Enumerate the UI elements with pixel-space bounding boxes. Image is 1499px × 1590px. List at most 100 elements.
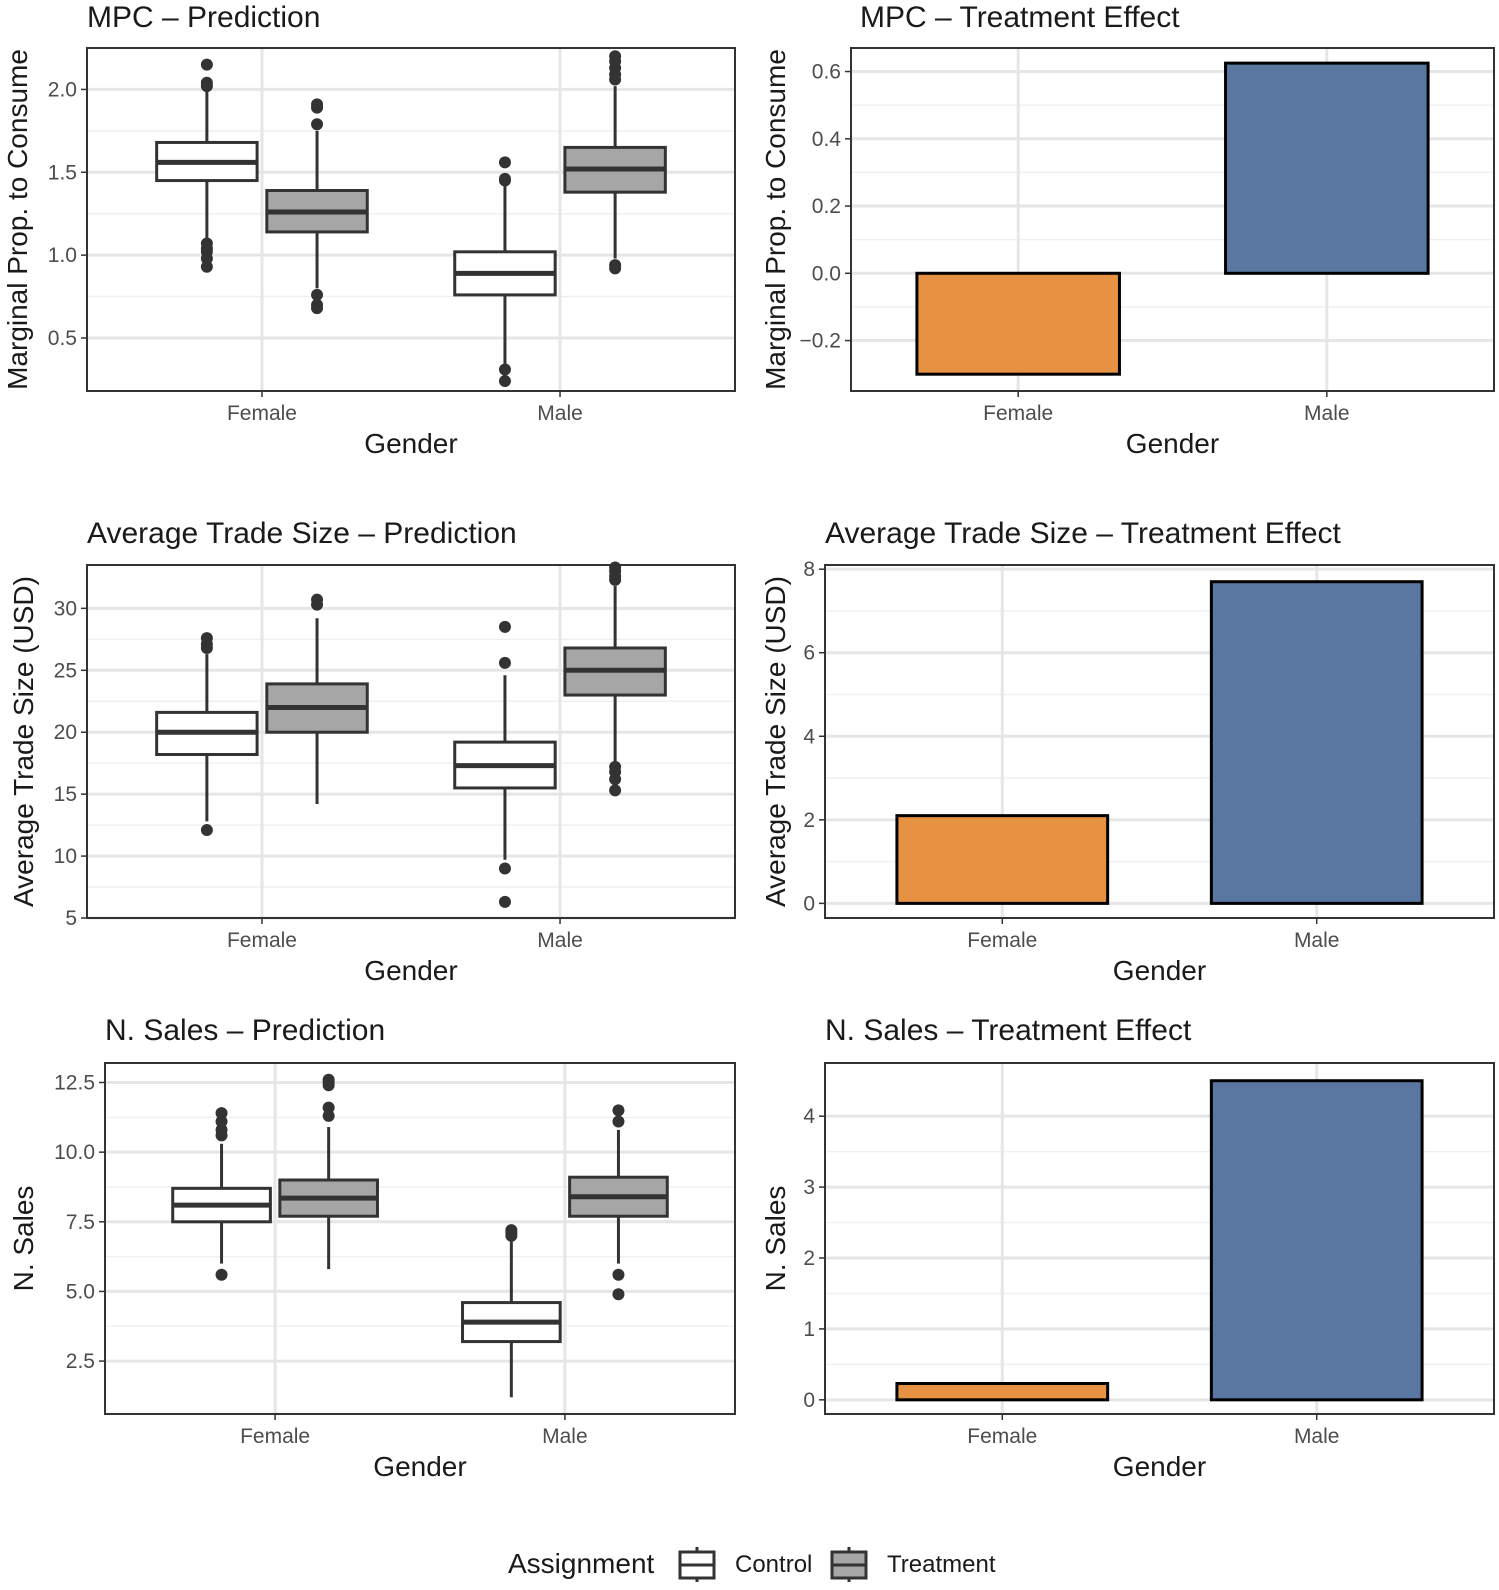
box-male-control — [453, 620, 557, 908]
y-tick-label: 30 — [54, 597, 77, 620]
box-female-control — [171, 1107, 272, 1281]
x-tick-label: Male — [542, 1425, 588, 1448]
x-axis-title: Gender — [1113, 1451, 1206, 1482]
outlier-point — [498, 174, 511, 187]
x-tick-label: Male — [1294, 1425, 1340, 1448]
legend-label-control: Control — [735, 1551, 812, 1578]
y-tick-label: 8 — [803, 558, 815, 581]
outlier-point — [612, 1104, 625, 1117]
outlier-point — [609, 73, 622, 86]
y-tick-label: 0 — [803, 892, 815, 915]
outlier-point — [498, 363, 511, 376]
y-tick-label: 0.4 — [812, 128, 842, 151]
y-tick-label: 12.5 — [54, 1072, 95, 1095]
y-axis-title: Marginal Prop. to Consume — [760, 49, 791, 390]
outlier-point — [200, 824, 213, 837]
chart-title: MPC – Treatment Effect — [860, 1, 1180, 34]
y-tick-label: 0.0 — [812, 262, 841, 285]
x-axis-title: Gender — [1126, 428, 1219, 459]
panel-border — [850, 47, 1495, 392]
panel-border — [86, 564, 736, 919]
panel-p4: 0 2 4 6 8 Female Male Average Trade Size – Trea… — [760, 517, 1495, 986]
outlier-point — [498, 862, 511, 875]
y-tick-label: 25 — [54, 659, 77, 682]
x-tick-label: Female — [967, 1425, 1037, 1448]
chart-title: Average Trade Size – Treatment Effect — [825, 517, 1342, 550]
outlier-point — [311, 101, 324, 114]
box-male-control — [461, 1224, 562, 1398]
y-tick-label: 3 — [803, 1176, 815, 1199]
outlier-point — [200, 641, 213, 654]
x-axis-title: Gender — [1113, 955, 1206, 986]
y-tick-label: 5 — [65, 907, 77, 930]
outlier-point — [215, 1107, 228, 1120]
chart-title: MPC – Prediction — [87, 1, 320, 34]
x-tick-label: Male — [537, 402, 583, 425]
x-tick-label: Female — [983, 402, 1053, 425]
y-tick-label: 10 — [54, 845, 77, 868]
box-female-treatment — [265, 98, 369, 315]
x-axis-title: Gender — [364, 955, 457, 986]
y-tick-label: 1.0 — [48, 244, 77, 267]
box-female-treatment — [265, 593, 369, 805]
y-tick-label: 15 — [54, 783, 77, 806]
y-axis-title: N. Sales — [760, 1186, 791, 1292]
y-tick-label: 20 — [54, 721, 77, 744]
outlier-point — [612, 1288, 625, 1301]
plot-background — [105, 1063, 735, 1414]
y-tick-label: 1.5 — [48, 161, 77, 184]
outlier-point — [498, 375, 511, 388]
legend-title: Assignment — [508, 1548, 655, 1579]
outlier-point — [612, 1268, 625, 1281]
outlier-point — [609, 773, 622, 786]
bar-male — [1224, 61, 1430, 275]
x-tick-label: Male — [1294, 929, 1340, 952]
y-tick-label: 7.5 — [66, 1211, 95, 1234]
outlier-point — [609, 784, 622, 797]
y-axis-title: Average Trade Size (USD) — [760, 576, 791, 907]
outlier-point — [609, 573, 622, 586]
y-tick-label: 10.0 — [54, 1141, 95, 1164]
x-axis-title: Gender — [373, 1451, 466, 1482]
outlier-point — [322, 1079, 335, 1092]
box-male-treatment — [563, 50, 667, 275]
box-female-treatment — [278, 1073, 379, 1270]
outlier-point — [609, 262, 622, 275]
outlier-point — [215, 1115, 228, 1128]
y-tick-label: 2.0 — [48, 78, 77, 101]
panel-p2: −0.2 0.0 0.2 0.4 0.6 Female Male MPC – Treatmen… — [760, 1, 1495, 459]
bar-female — [895, 814, 1110, 905]
panel-p3: 5 10 15 20 25 30 Female Male Average Trade Size … — [8, 517, 736, 986]
y-tick-label: 4 — [803, 725, 815, 748]
outlier-point — [200, 80, 213, 93]
legend-label-treatment: Treatment — [887, 1551, 996, 1578]
chart-title: Average Trade Size – Prediction — [87, 517, 517, 550]
outlier-point — [311, 598, 324, 611]
y-tick-label: 0 — [803, 1389, 815, 1412]
y-axis-title: N. Sales — [8, 1186, 39, 1292]
outlier-point — [322, 1101, 335, 1114]
box-male-treatment — [568, 1104, 669, 1301]
outlier-point — [498, 156, 511, 169]
box-male-control — [453, 156, 557, 388]
y-tick-label: 5.0 — [66, 1280, 95, 1303]
outlier-point — [505, 1229, 518, 1242]
x-axis-title: Gender — [364, 428, 457, 459]
x-tick-label: Female — [227, 929, 297, 952]
y-tick-label: 6 — [803, 642, 815, 665]
plot-background — [87, 48, 735, 391]
y-tick-label: 4 — [803, 1105, 815, 1128]
legend-key-control — [678, 1547, 716, 1582]
bar-male — [1209, 1079, 1424, 1402]
panel-p5: 2.5 5.0 7.5 10.0 12.5 Female Male N. Sales – Pr… — [8, 1014, 736, 1482]
y-tick-label: 2 — [803, 1247, 815, 1270]
outlier-point — [612, 1115, 625, 1128]
outlier-point — [311, 288, 324, 301]
bar-female — [895, 1382, 1110, 1402]
box-male-treatment — [563, 561, 667, 797]
y-tick-label: 2.5 — [66, 1350, 95, 1373]
panel-border — [86, 47, 736, 392]
outlier-point — [498, 620, 511, 633]
outlier-point — [322, 1109, 335, 1122]
y-tick-label: 0.2 — [812, 195, 841, 218]
